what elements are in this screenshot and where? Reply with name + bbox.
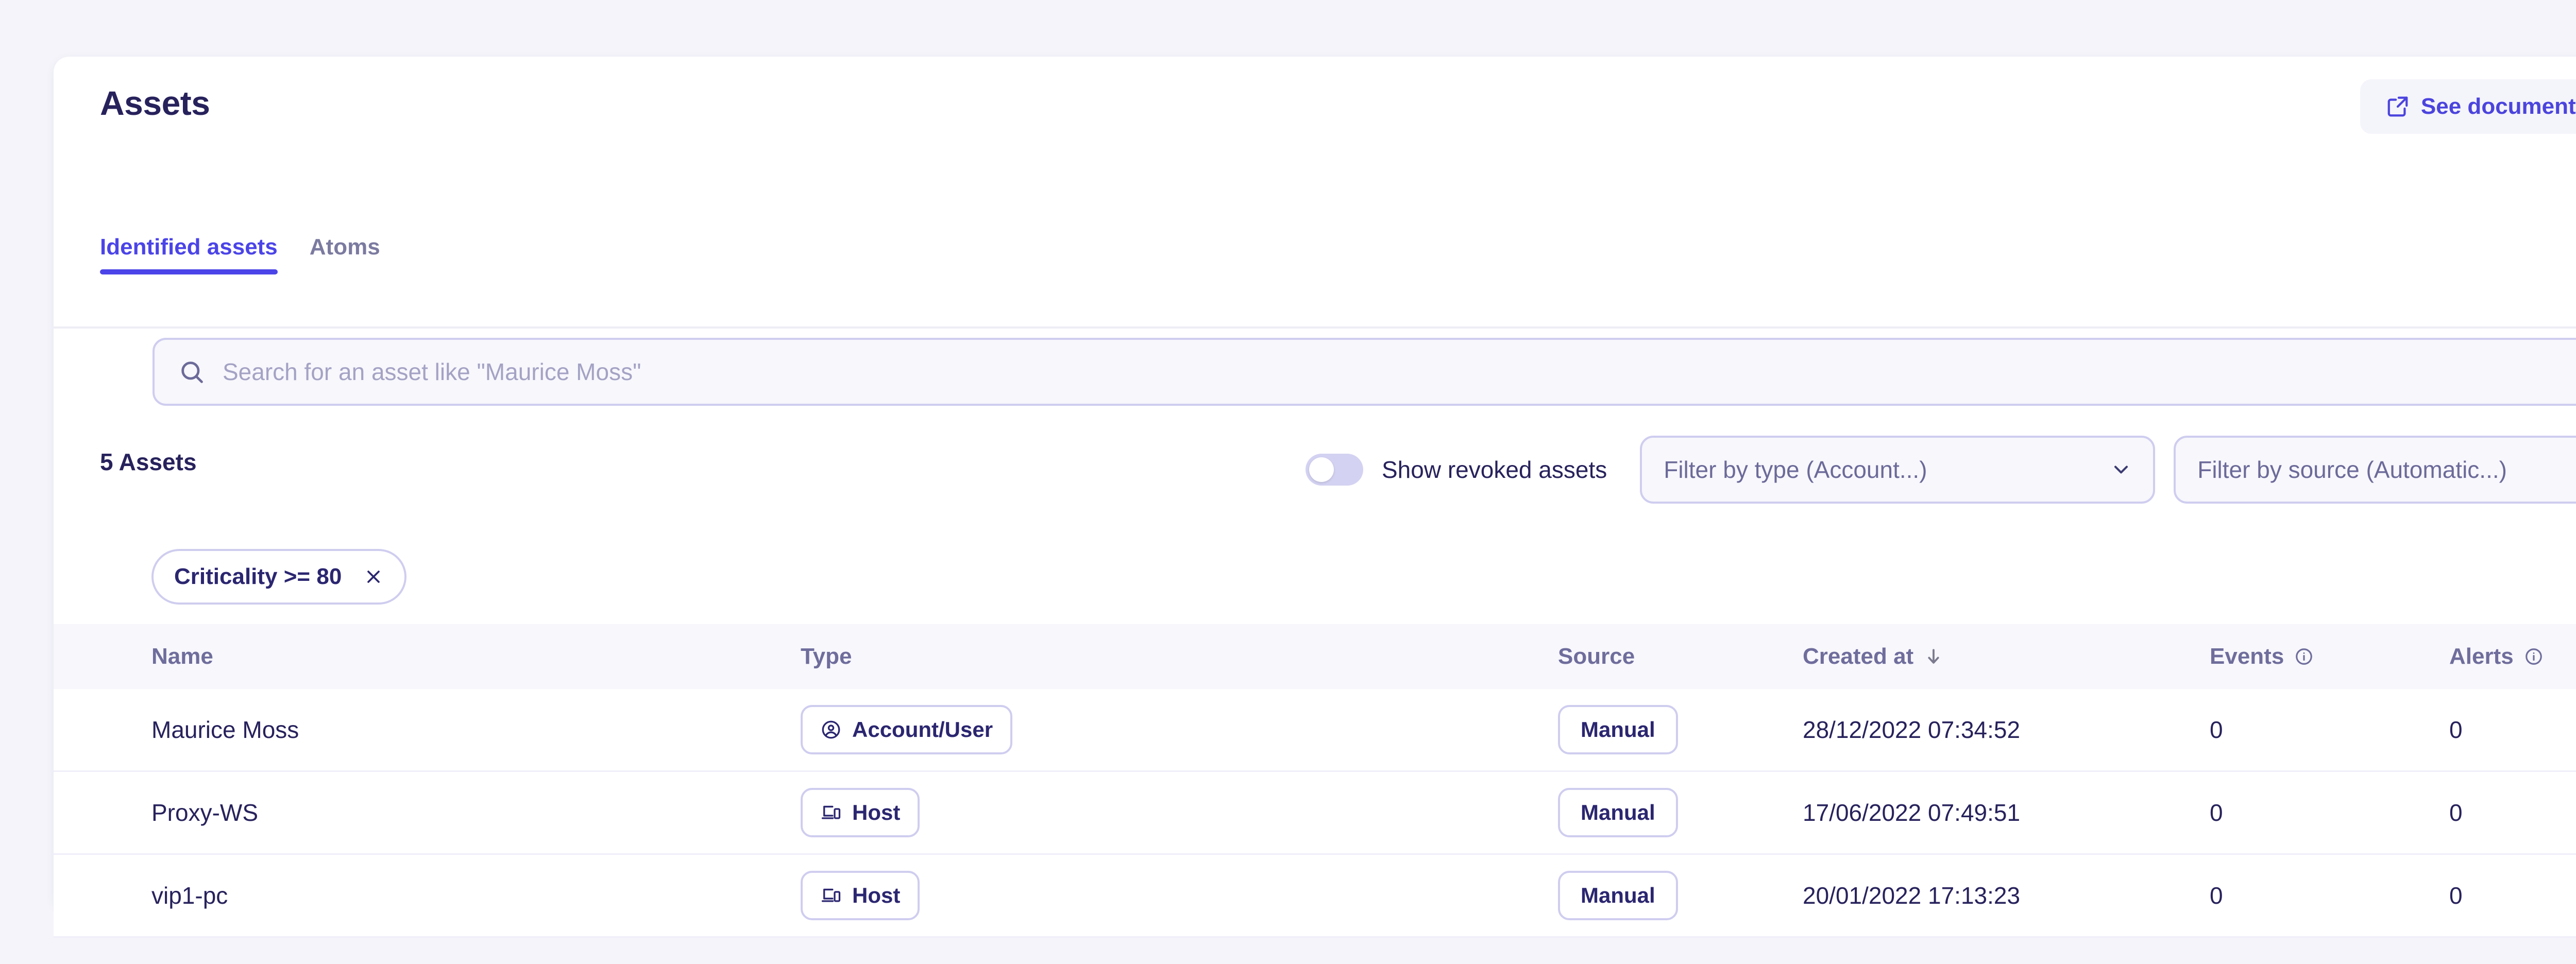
column-header-type-label: Type: [801, 644, 852, 669]
show-revoked-toggle[interactable]: [1306, 454, 1363, 486]
column-header-created-at-label: Created at: [1803, 644, 1914, 669]
filter-controls: Show revoked assets Filter by type (Acco…: [1306, 436, 2576, 504]
type-badge-label: Host: [852, 883, 901, 907]
card-header: Assets See documentation: [54, 57, 2576, 160]
tab-atoms-label: Atoms: [309, 234, 380, 260]
see-documentation-label: See documentation: [2420, 94, 2576, 119]
table-header-row: Name Type Source Created at: [54, 624, 2576, 689]
cell-alerts: 0: [2449, 882, 2463, 909]
type-badge: Account/User: [801, 705, 1013, 754]
search-input[interactable]: [223, 358, 2576, 386]
host-icon: [820, 802, 842, 823]
filter-chip-label: Criticality >= 80: [174, 564, 342, 589]
column-header-name-label: Name: [151, 644, 213, 669]
show-revoked-label: Show revoked assets: [1382, 456, 1607, 483]
table-row[interactable]: vip1-pc Host Manual: [54, 855, 2576, 938]
sort-desc-arrow-icon[interactable]: [1924, 647, 1943, 666]
filter-by-type-value: Filter by type (Account...): [1664, 456, 1927, 483]
filter-chip-criticality[interactable]: Criticality >= 80: [151, 549, 407, 605]
host-icon: [820, 885, 842, 906]
see-documentation-button[interactable]: See documentation: [2360, 79, 2576, 134]
column-header-events[interactable]: Events: [2210, 644, 2449, 669]
account-user-icon: [820, 719, 842, 741]
tab-identified-assets[interactable]: Identified assets: [100, 234, 278, 274]
cell-type: Account/User: [801, 705, 1558, 754]
source-badge-label: Manual: [1581, 800, 1655, 824]
close-icon[interactable]: [363, 566, 384, 587]
tab-atoms[interactable]: Atoms: [310, 234, 380, 274]
table-row[interactable]: Proxy-WS Host Manual: [54, 772, 2576, 855]
cell-created-at: 20/01/2022 17:13:23: [1803, 882, 2021, 909]
filter-by-source-select[interactable]: Filter by source (Automatic...): [2174, 436, 2576, 504]
cell-name: Proxy-WS: [151, 799, 258, 826]
info-icon[interactable]: [2294, 647, 2314, 666]
cell-source: Manual: [1558, 871, 1803, 920]
cell-source: Manual: [1558, 705, 1803, 754]
column-header-source-label: Source: [1558, 644, 1635, 669]
type-badge-label: Account/User: [852, 717, 993, 742]
source-badge: Manual: [1558, 788, 1678, 837]
toggle-knob: [1309, 457, 1334, 482]
column-header-alerts-label: Alerts: [2449, 644, 2514, 669]
external-link-icon: [2386, 95, 2410, 118]
tab-identified-assets-label: Identified assets: [100, 234, 278, 260]
tab-bar: Identified assets Atoms: [100, 234, 380, 274]
cell-source: Manual: [1558, 788, 1803, 837]
search-icon: [178, 358, 205, 385]
source-badge: Manual: [1558, 871, 1678, 920]
info-icon[interactable]: [2524, 647, 2544, 666]
active-filters-row: Criticality >= 80 Clear all filters: [54, 536, 2576, 618]
cell-type: Host: [801, 871, 1558, 920]
type-badge-label: Host: [852, 800, 901, 824]
filter-by-type-select[interactable]: Filter by type (Account...): [1640, 436, 2156, 504]
column-header-type[interactable]: Type: [801, 644, 1558, 669]
asset-count-label: 5 Assets: [100, 449, 197, 475]
cell-name: Maurice Moss: [151, 716, 299, 743]
source-badge: Manual: [1558, 705, 1678, 754]
cell-alerts: 0: [2449, 716, 2463, 743]
column-header-created-at[interactable]: Created at: [1803, 644, 2210, 669]
filter-by-source-value: Filter by source (Automatic...): [2197, 456, 2507, 483]
column-header-alerts[interactable]: Alerts: [2449, 644, 2576, 669]
source-badge-label: Manual: [1581, 717, 1655, 742]
cell-name: vip1-pc: [151, 882, 228, 909]
filter-bar: 5 Assets Show revoked assets Filter by t…: [54, 427, 2576, 510]
cell-type: Host: [801, 788, 1558, 837]
column-header-source[interactable]: Source: [1558, 644, 1803, 669]
column-header-events-label: Events: [2210, 644, 2284, 669]
type-badge: Host: [801, 871, 920, 920]
header-actions: See documentation New asset: [2360, 79, 2576, 134]
type-badge: Host: [801, 788, 920, 837]
table-row[interactable]: Maurice Moss Account/User: [54, 689, 2576, 772]
page-title: Assets: [100, 84, 210, 122]
tab-divider: [54, 326, 2576, 329]
chevron-down-icon: [2110, 458, 2132, 481]
cell-created-at: 28/12/2022 07:34:52: [1803, 716, 2021, 743]
cell-events: 0: [2210, 799, 2223, 826]
column-header-name[interactable]: Name: [54, 644, 801, 669]
search-bar[interactable]: [152, 338, 2576, 406]
cell-created-at: 17/06/2022 07:49:51: [1803, 799, 2021, 826]
cell-events: 0: [2210, 882, 2223, 909]
assets-table: Name Type Source Created at: [54, 624, 2576, 938]
assets-card: Assets See documentation: [54, 57, 2576, 938]
cell-events: 0: [2210, 716, 2223, 743]
source-badge-label: Manual: [1581, 883, 1655, 907]
cell-alerts: 0: [2449, 799, 2463, 826]
